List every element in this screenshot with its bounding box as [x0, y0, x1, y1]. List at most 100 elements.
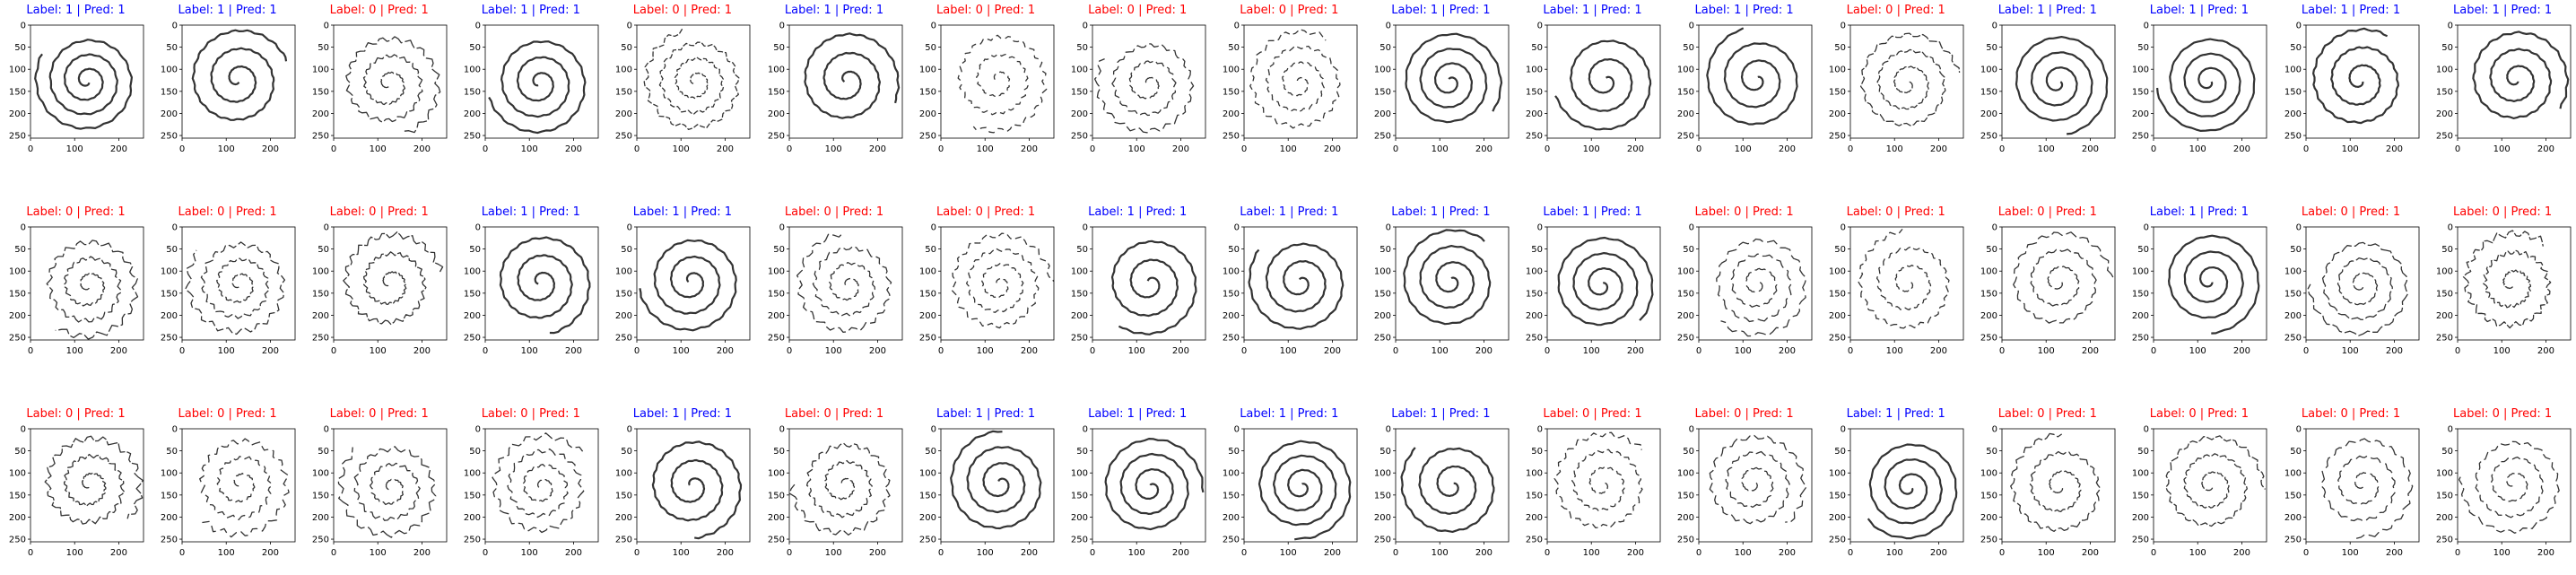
x-tick-label: 200 — [565, 346, 582, 356]
y-tick-label: 50 — [318, 245, 329, 255]
y-tick-label: 100 — [9, 65, 26, 75]
y-tick-label: 0 — [779, 223, 784, 233]
spiral-drawing — [1249, 29, 1341, 129]
y-tick-label: 150 — [1526, 491, 1543, 501]
panel-title: Label: 0 | Pred: 1 — [936, 205, 1036, 219]
x-tick-label: 200 — [1324, 346, 1341, 356]
y-tick-label: 50 — [1531, 43, 1543, 53]
spiral-drawing — [44, 435, 144, 525]
y-tick-label: 0 — [172, 223, 178, 233]
spiral-drawing — [1400, 447, 1495, 533]
y-tick-label: 100 — [464, 267, 481, 277]
y-tick-label: 200 — [464, 513, 481, 523]
x-tick-label: 100 — [673, 144, 690, 154]
x-tick-label: 0 — [2454, 548, 2459, 558]
y-tick-label: 250 — [312, 536, 329, 545]
x-tick-label: 100 — [976, 548, 993, 558]
x-tick-label: 200 — [1172, 144, 1189, 154]
x-tick-label: 0 — [331, 144, 336, 154]
y-tick-label: 0 — [1992, 22, 1997, 31]
x-tick-label: 100 — [1735, 346, 1752, 356]
y-tick-label: 250 — [1071, 536, 1088, 545]
x-tick-label: 200 — [717, 144, 734, 154]
y-tick-label: 100 — [1980, 469, 1997, 479]
axes-frame — [1849, 24, 1964, 139]
y-tick-label: 50 — [1228, 447, 1240, 457]
x-tick-label: 0 — [1241, 144, 1247, 154]
y-tick-label: 200 — [1980, 311, 1997, 321]
y-tick-label: 0 — [930, 22, 936, 31]
prediction-panel: Label: 0 | Pred: 1 0 50 100 150 200 250 0 100 200 — [910, 4, 1062, 158]
y-tick-label: 50 — [166, 245, 178, 255]
axes-frame — [2457, 24, 2571, 139]
spiral-drawing — [1706, 27, 1798, 126]
y-tick-label: 50 — [1683, 43, 1694, 53]
x-tick-label: 200 — [2233, 144, 2250, 154]
y-tick-label: 250 — [9, 334, 26, 344]
axes-frame — [2305, 428, 2419, 543]
y-tick-label: 100 — [464, 469, 481, 479]
x-tick-label: 0 — [634, 346, 640, 356]
x-tick-label: 0 — [1696, 144, 1701, 154]
axes-frame — [1243, 24, 1358, 139]
x-tick-label: 200 — [262, 548, 279, 558]
panel-title: Label: 0 | Pred: 1 — [2301, 407, 2401, 421]
x-tick-label: 0 — [1848, 144, 1853, 154]
x-tick-label: 0 — [179, 346, 185, 356]
prediction-panel: Label: 0 | Pred: 1 0 50 100 150 200 250 0 100 200 — [2427, 205, 2576, 360]
x-tick-label: 100 — [1583, 346, 1600, 356]
axes-frame — [1546, 226, 1661, 341]
y-tick-label: 50 — [622, 43, 633, 53]
y-tick-label: 100 — [1374, 469, 1391, 479]
y-tick-label: 250 — [464, 536, 481, 545]
y-tick-label: 0 — [2295, 223, 2301, 233]
axes-frame — [2153, 428, 2267, 543]
y-tick-label: 50 — [2441, 43, 2453, 53]
panel-title: Label: 1 | Pred: 1 — [1846, 407, 1945, 421]
prediction-panel: Label: 1 | Pred: 1 0 50 100 150 200 250 0 100 200 — [1365, 407, 1517, 562]
x-tick-label: 100 — [66, 144, 83, 154]
prediction-panel: Label: 0 | Pred: 1 0 50 100 150 200 250 0 100 200 — [2427, 407, 2576, 562]
prediction-panel: Label: 1 | Pred: 1 0 50 100 150 200 250 0 100 200 — [1517, 4, 1668, 158]
spiral-drawing — [1403, 229, 1492, 326]
y-tick-label: 150 — [2132, 491, 2149, 501]
y-tick-label: 200 — [1374, 311, 1391, 321]
x-tick-label: 0 — [937, 548, 943, 558]
y-tick-label: 0 — [1689, 425, 1694, 435]
y-tick-label: 150 — [161, 491, 178, 501]
axes-frame — [1546, 428, 1661, 543]
x-tick-label: 200 — [2082, 548, 2099, 558]
x-tick-label: 200 — [1779, 346, 1796, 356]
y-tick-label: 250 — [1677, 536, 1694, 545]
y-tick-label: 100 — [161, 469, 178, 479]
x-tick-label: 200 — [413, 548, 431, 558]
y-tick-label: 100 — [2132, 65, 2149, 75]
x-tick-label: 100 — [976, 144, 993, 154]
spiral-drawing — [500, 236, 591, 335]
y-tick-label: 50 — [470, 245, 482, 255]
x-tick-label: 0 — [786, 346, 791, 356]
y-tick-label: 100 — [1071, 469, 1088, 479]
prediction-panel: Label: 0 | Pred: 1 0 50 100 150 200 250 0 100 200 — [0, 205, 152, 360]
y-tick-label: 150 — [1071, 289, 1088, 299]
y-tick-label: 50 — [470, 43, 482, 53]
prediction-panel: Label: 0 | Pred: 1 0 50 100 150 200 250 0 100 200 — [1971, 205, 2123, 360]
axes-frame — [636, 24, 751, 139]
panel-title: Label: 0 | Pred: 1 — [2452, 205, 2553, 219]
y-tick-label: 250 — [9, 536, 26, 545]
y-tick-label: 150 — [1829, 289, 1846, 299]
y-tick-label: 0 — [172, 22, 178, 31]
y-tick-label: 200 — [2436, 109, 2453, 119]
y-tick-label: 100 — [615, 469, 632, 479]
panel-title: Label: 1 | Pred: 1 — [1391, 205, 1491, 219]
y-tick-label: 50 — [1379, 43, 1391, 53]
x-tick-label: 100 — [1886, 346, 1903, 356]
prediction-panel: Label: 0 | Pred: 1 0 50 100 150 200 250 0 100 200 — [303, 4, 455, 158]
y-tick-label: 150 — [464, 289, 481, 299]
panel-title: Label: 0 | Pred: 1 — [329, 205, 429, 219]
x-tick-label: 0 — [1848, 548, 1853, 558]
x-tick-label: 100 — [2189, 346, 2206, 356]
